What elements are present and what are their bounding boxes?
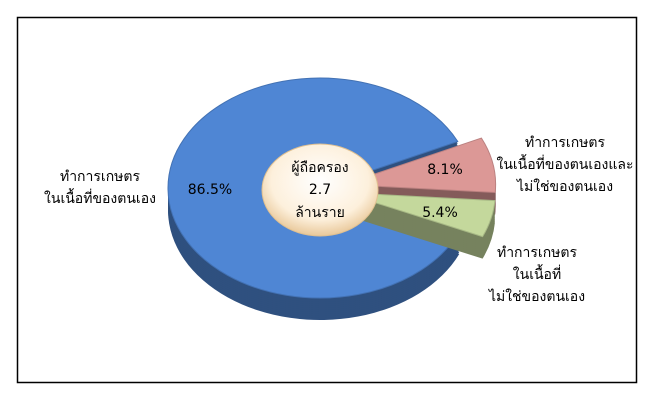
center-title: ผู้ถือครอง xyxy=(291,160,348,176)
slice-label: ทำการเกษตรในเนื้อที่ของตนเองและไม่ใช่ของ… xyxy=(496,135,633,195)
slice-label: ทำการเกษตรในเนื้อที่ของตนเอง xyxy=(44,169,156,207)
center-hole xyxy=(261,143,379,237)
center-unit: ล้านราย xyxy=(295,205,345,221)
value-label: 86.5% xyxy=(188,182,232,198)
slice-label: ทำการเกษตรในเนื้อที่ไม่ใช่ของตนเอง xyxy=(488,245,585,305)
value-label: 8.1% xyxy=(427,162,463,178)
slice xyxy=(343,192,496,238)
center-value: 2.7 xyxy=(309,182,331,198)
slice xyxy=(343,137,497,194)
value-label: 5.4% xyxy=(422,205,458,221)
